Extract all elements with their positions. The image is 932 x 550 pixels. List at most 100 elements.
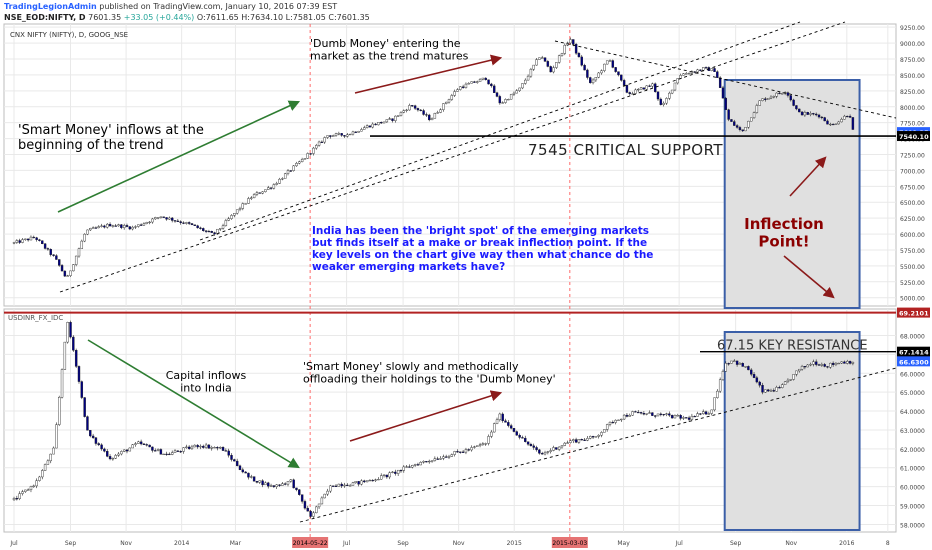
candle-body — [541, 57, 544, 59]
candle-body — [639, 412, 643, 414]
candle-body — [80, 240, 84, 249]
candle-body — [111, 225, 115, 227]
candle-body — [365, 480, 369, 483]
candle-body — [733, 360, 736, 362]
arrow-capital-inflows — [87, 339, 300, 469]
candle-body — [91, 435, 95, 438]
candle-body — [557, 55, 561, 63]
candle-body — [292, 165, 295, 171]
x-tick-label: 8 — [886, 540, 890, 547]
trendline-descending — [554, 40, 897, 119]
candle-body — [108, 456, 112, 460]
candle-body — [416, 108, 420, 111]
candle-body — [637, 411, 640, 414]
candle-body — [814, 361, 818, 365]
candle-body — [69, 270, 72, 276]
candle-body — [346, 134, 349, 137]
candle-body — [252, 476, 256, 482]
candle-body — [58, 259, 61, 266]
candle-body — [103, 448, 106, 452]
candle-body — [18, 240, 21, 243]
candle-body — [812, 113, 815, 115]
candle-body — [631, 411, 634, 416]
candle-body — [549, 66, 552, 73]
candle-body — [182, 222, 185, 224]
publisher-name[interactable]: TradingLegionAdmin — [4, 2, 97, 11]
candle-body — [348, 133, 352, 136]
candle-body — [670, 89, 674, 94]
annotation-line: key levels on the chart give way then wh… — [312, 249, 653, 261]
y-tick-label: 5500.00 — [900, 264, 925, 271]
candle-body — [162, 453, 165, 456]
candle-body — [812, 361, 815, 365]
candle-body — [382, 474, 386, 476]
x-tick-label: 2015 — [507, 540, 522, 547]
candle-body — [608, 421, 612, 425]
candle-body — [718, 379, 722, 392]
y-tick-label: 7750.00 — [900, 121, 925, 128]
x-tick-label: Nov — [785, 540, 797, 547]
candle-body — [798, 108, 801, 113]
candle-body — [586, 438, 589, 441]
candle-body — [91, 227, 95, 229]
candle-body — [309, 153, 312, 155]
candle-body — [43, 243, 47, 249]
candle-body — [761, 98, 764, 101]
candle-body — [411, 465, 414, 468]
candle-body — [63, 270, 67, 277]
candle-body — [645, 85, 648, 90]
x-tick-label: Nov — [453, 540, 465, 547]
candle-body — [46, 248, 50, 250]
price-label-box — [897, 346, 930, 357]
candle-body — [589, 436, 592, 439]
candle-body — [151, 446, 154, 451]
symbol-name[interactable]: NSE_EOD:NIFTY, D — [4, 13, 86, 22]
candle-body — [651, 83, 654, 87]
candle-body — [713, 397, 716, 411]
candle-body — [250, 476, 253, 478]
candle-body — [721, 87, 725, 99]
candle-body — [86, 229, 89, 235]
candle-body — [693, 415, 696, 418]
candle-body — [535, 59, 538, 66]
candle-body — [781, 93, 784, 95]
candle-body — [670, 415, 674, 419]
y-tick-label: 5750.00 — [900, 248, 925, 255]
price-label-text: 67.1414 — [899, 349, 929, 357]
candle-body — [648, 85, 651, 87]
candle-body — [230, 455, 233, 460]
candle-body — [281, 178, 284, 180]
candle-body — [453, 91, 456, 96]
candle-body — [15, 240, 19, 243]
candle-body — [230, 215, 233, 219]
candle-body — [758, 381, 761, 386]
candle-body — [365, 125, 369, 128]
y-tick-label: 61.0000 — [900, 466, 925, 473]
candle-body — [795, 370, 798, 375]
candle-body — [653, 415, 657, 417]
candle-body — [317, 141, 321, 146]
candle-body — [142, 223, 146, 226]
candle-body — [26, 489, 30, 491]
candle-body — [662, 102, 665, 105]
candle-body — [241, 469, 245, 473]
candle-body — [187, 222, 191, 224]
candle-body — [724, 363, 728, 372]
candle-body — [721, 371, 725, 380]
candle-body — [727, 363, 730, 365]
price-label-text: 66.6300 — [899, 358, 929, 366]
candle-body — [117, 224, 120, 227]
candle-body — [504, 420, 507, 423]
candle-body — [738, 363, 742, 365]
candle-body — [235, 460, 239, 467]
candle-body — [204, 230, 208, 232]
candle-body — [125, 225, 129, 227]
candle-body — [495, 419, 499, 424]
candle-body — [106, 223, 109, 228]
candle-body — [148, 444, 151, 448]
candle-body — [642, 87, 646, 90]
candle-body — [255, 481, 259, 483]
candle-body — [66, 275, 69, 277]
